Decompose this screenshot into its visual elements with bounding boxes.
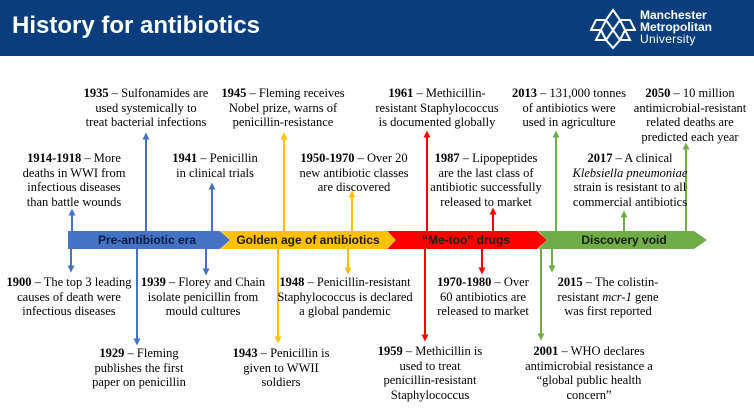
event-2013: 2013 – 131,000 tonnes of antibiotics wer… [512, 86, 626, 129]
event-year: 1935 [83, 86, 109, 100]
event-1961: 1961 – Methicillin- resistant Staphyloco… [375, 86, 499, 129]
era-label-me-too: “Me-too” drugs [422, 233, 510, 247]
header-bar [0, 0, 754, 56]
era-label-pre-antibiotic: Pre-antibiotic era [98, 233, 196, 247]
event-1900: 1900 – The top 3 leading causes of death… [6, 275, 132, 318]
logo-line-2: Metropolitan [640, 20, 712, 34]
event-2017: 2017 – A clinical Klebsiella pneumoniae … [572, 151, 688, 209]
university-logo-icon [590, 8, 636, 50]
event-year: 1959 [377, 344, 403, 358]
event-1943: 1943 – Penicillin is given to WWII soldi… [232, 346, 330, 389]
era-label-golden-age: Golden age of antibiotics [236, 233, 380, 247]
event-year: 1941 [172, 151, 198, 165]
event-year: 1943 [232, 346, 258, 360]
event-year: 1987 [434, 151, 460, 165]
event-2050: 2050 – 10 million antimicrobial-resistan… [633, 86, 747, 144]
event-year: 1939 [140, 275, 166, 289]
event-year: 1929 [99, 346, 125, 360]
event-year: 2050 [645, 86, 671, 100]
university-logo-text: Manchester Metropolitan University [640, 9, 712, 45]
event-1941: 1941 – Penicillin in clinical trials [172, 151, 258, 180]
event-year: 1950-1970 [300, 151, 355, 165]
event-2015: 2015 – The colistin- resistant mcr-1 gen… [548, 275, 668, 319]
event-1929: 1929 – Fleming publishes the first paper… [92, 346, 186, 389]
mcr-1-line: resistant mcr-1 gene [557, 289, 659, 304]
event-year: 1945 [221, 86, 247, 100]
event-1945: 1945 – Fleming receives Nobel prize, war… [221, 86, 345, 129]
event-1948: 1948 – Penicillin-resistant Staphylococc… [277, 275, 413, 318]
event-1935: 1935 – Sulfonamides are used systemicall… [83, 86, 209, 129]
gene-name: mcr-1 [602, 289, 632, 304]
event-1970-1980: 1970-1980 – Over 60 antibiotics are rele… [437, 275, 529, 318]
event-1950-1970: 1950-1970 – Over 20 new antibiotic class… [299, 151, 409, 194]
era-segment-me-too [387, 231, 547, 249]
event-year: 1948 [279, 275, 305, 289]
event-year: 1970-1980 [437, 275, 492, 289]
logo-line-1: Manchester [640, 8, 707, 22]
event-1987: 1987 – Lipopeptides are the last class o… [430, 151, 542, 209]
event-year: 1900 [6, 275, 32, 289]
event-year: 2015 [557, 275, 583, 289]
era-label-discovery-void: Discovery void [581, 233, 666, 247]
event-year: 2013 [512, 86, 538, 100]
era-segment-discovery-void [538, 231, 707, 249]
event-year: 1914-1918 [27, 151, 82, 165]
event-year: 2017 [587, 151, 613, 165]
logo-line-3: University [640, 32, 696, 46]
event-year: 2001 [533, 344, 559, 358]
event-2001: 2001 – WHO declares antimicrobial resist… [525, 344, 653, 402]
era-segment-golden-age [221, 231, 396, 249]
event-1939: 1939 – Florey and Chain isolate penicill… [140, 275, 266, 318]
event-1959: 1959 – Methicillin is used to treat peni… [377, 344, 483, 402]
event-year: 1961 [388, 86, 414, 100]
era-segment-pre-antibiotic [68, 231, 230, 249]
page-title: History for antibiotics [12, 12, 261, 39]
event-1914-1918: 1914-1918 – More deaths in WWI from infe… [22, 151, 126, 209]
